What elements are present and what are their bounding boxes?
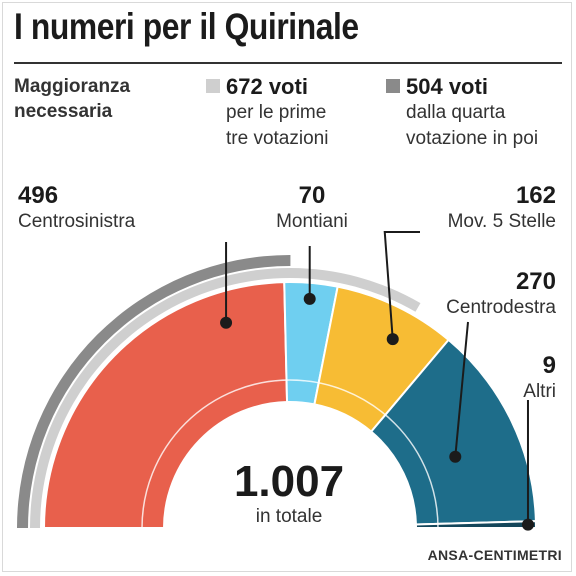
label-centrodestra: 270 Centrodestra: [446, 268, 556, 320]
legend-description: dalla quarta votazione in poi: [406, 102, 539, 149]
legend-value: 672 voti: [226, 74, 308, 99]
slice-name-label: Altri: [523, 381, 556, 402]
majority-arc-672: [30, 268, 421, 528]
legend-value: 504 voti: [406, 74, 488, 99]
source-credit: ANSA-CENTIMETRI: [427, 547, 562, 563]
total-caption: in totale: [255, 506, 323, 527]
label-centrosinistra: 496 Centrosinistra: [18, 182, 135, 234]
leader-dot: [449, 450, 462, 463]
total-box: 1.007 in totale: [214, 458, 364, 528]
slice-name-label: Montiani: [276, 211, 348, 232]
leader-dot: [386, 333, 399, 346]
slice-centrosinistra: [42, 281, 289, 529]
slice-altri: [414, 520, 538, 529]
leader-dot: [220, 316, 233, 329]
slice-value-label: 162: [515, 182, 556, 209]
majority-label-text: Maggioranza necessaria: [14, 76, 131, 122]
slice-value-label: 270: [515, 268, 556, 295]
title-divider: [14, 62, 562, 64]
leader-dot: [521, 518, 534, 531]
legend-swatch-dark: [386, 79, 400, 93]
leader-dot: [303, 292, 316, 305]
leader-line: [383, 231, 420, 340]
label-altri: 9 Altri: [523, 352, 556, 404]
slice-value-label: 496: [18, 182, 59, 209]
legend-description: per le prime tre votazioni: [226, 102, 329, 149]
slice-name-label: Centrodestra: [446, 297, 556, 318]
slice-value-label: 70: [298, 182, 326, 209]
label-m5s: 162 Mov. 5 Stelle: [448, 182, 556, 234]
inner-ring: [141, 379, 439, 529]
label-montiani: 70 Montiani: [262, 182, 362, 234]
graphic-frame: [2, 2, 572, 572]
leader-line: [454, 321, 469, 457]
total-value: 1.007: [233, 457, 345, 506]
majority-label: Maggioranza necessaria: [14, 74, 130, 124]
legend-swatch-light: [206, 79, 220, 93]
chart-title: I numeri per il Quirinale: [14, 6, 359, 47]
slice-value-label: 9: [542, 352, 556, 379]
slice-name-label: Mov. 5 Stelle: [447, 211, 556, 232]
slice-name-label: Centrosinistra: [18, 211, 136, 232]
